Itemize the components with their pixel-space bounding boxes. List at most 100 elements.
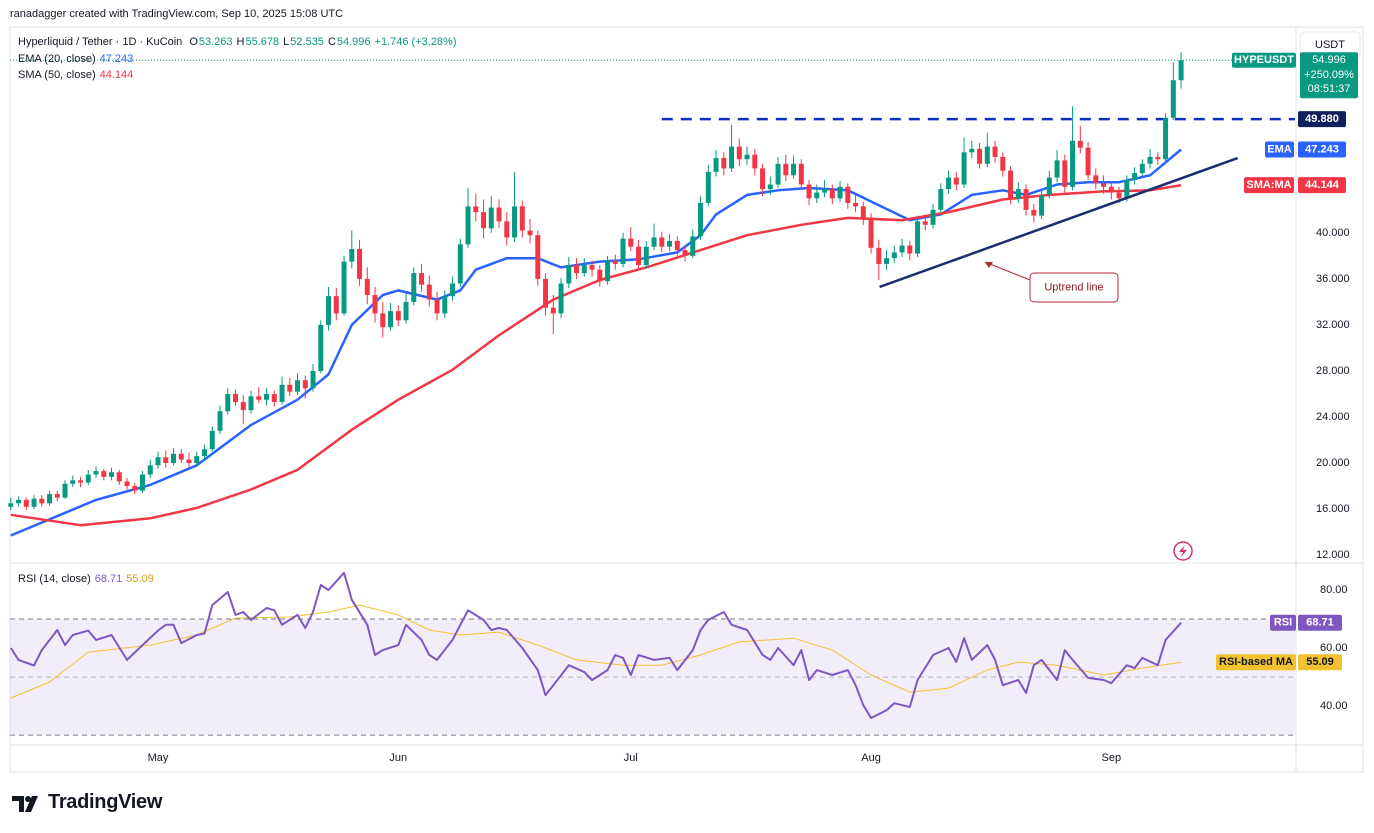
candle-body	[442, 296, 448, 314]
candle-body	[651, 237, 657, 247]
candle-body	[287, 384, 293, 392]
candle-body	[930, 209, 936, 225]
candle-body	[217, 411, 223, 431]
candle-body	[1178, 60, 1184, 81]
ohlc-value: 52.535	[290, 36, 324, 48]
overlay-value-bg	[1298, 141, 1346, 158]
candle-body	[992, 146, 998, 157]
overlay-value: 44.144	[1305, 179, 1340, 191]
candle-body	[16, 499, 22, 504]
symbol-tag-bg	[1232, 52, 1296, 68]
candle-body	[1116, 192, 1122, 199]
candle-body	[426, 284, 432, 300]
ohlc-label: C	[327, 36, 336, 48]
rsi-ma-tag-bg	[1216, 654, 1296, 671]
candle-body	[116, 472, 122, 482]
bolt-icon[interactable]	[1173, 541, 1193, 561]
candle-body	[837, 186, 843, 199]
brand-logo	[12, 796, 38, 812]
rsi-ma-tag: RSI-based MA	[1219, 656, 1293, 668]
candle-body	[589, 265, 595, 270]
candle-body	[721, 158, 727, 169]
candle-body	[829, 189, 835, 199]
candle-body	[225, 393, 231, 412]
candle-body	[240, 402, 246, 411]
sma-name: SMA (50, close)	[18, 69, 96, 81]
candle-body	[101, 471, 107, 477]
rsi-ma-value-bg	[1298, 654, 1342, 671]
x-tick-label: Sep	[1102, 752, 1122, 764]
callout-text: Uptrend line	[1044, 281, 1103, 293]
candle-body	[434, 299, 440, 314]
rsi-value: 68.71	[94, 573, 123, 585]
candle-body	[636, 246, 642, 266]
rsi-tick-label: 40.00	[1320, 700, 1348, 712]
candle-body	[845, 186, 851, 203]
candle-body	[1008, 170, 1014, 199]
candle-body	[806, 184, 812, 199]
candle-body	[140, 474, 146, 491]
candle-body	[403, 301, 409, 321]
candle-body	[566, 265, 572, 284]
symbol-tag: HYPEUSDT	[1234, 54, 1294, 66]
candle-body	[581, 265, 587, 274]
candle-body	[163, 457, 169, 464]
candle-body	[504, 221, 510, 238]
candle-body	[775, 163, 781, 185]
rsi-tag: RSI	[1274, 617, 1292, 629]
candle-body	[233, 393, 239, 403]
candle-body	[868, 217, 874, 248]
y-tick-label: 36.000	[1316, 273, 1350, 285]
candle-body	[302, 380, 308, 389]
candle-body	[364, 278, 370, 295]
ema-name: EMA (20, close)	[18, 53, 96, 65]
callout-box	[1029, 272, 1119, 303]
y-tick-label: 16.000	[1316, 503, 1350, 515]
candle-body	[1062, 160, 1068, 187]
candle-body	[535, 235, 541, 279]
change-percent: +250.09%	[1304, 69, 1354, 81]
candle-body	[271, 393, 277, 403]
candle-body	[62, 483, 68, 498]
y-tick-label: 24.000	[1316, 411, 1350, 423]
rsi-tag-bg	[1270, 614, 1296, 631]
candle-body	[891, 252, 897, 259]
candle-body	[946, 177, 952, 190]
candle-body	[612, 260, 618, 264]
rsi-value-bg	[1298, 614, 1342, 631]
candle-body	[558, 283, 564, 314]
ohlc-label: L	[283, 36, 290, 48]
candle-body	[1085, 147, 1091, 176]
candle-body	[326, 296, 332, 325]
candle-body	[295, 380, 301, 392]
candle-body	[1015, 189, 1021, 199]
ohlc-value: 54.996	[336, 36, 371, 48]
candle-body	[698, 202, 704, 237]
legend-rsi: RSI (14, close) 68.71 55.09	[18, 572, 158, 586]
candle-body	[705, 171, 711, 203]
candle-body	[1000, 156, 1006, 171]
candle-body	[388, 311, 394, 328]
legend-sma: SMA (50, close) 44.144	[18, 68, 137, 82]
rsi-ma-value: 55.09	[1306, 656, 1334, 668]
y-tick-label: 40.000	[1316, 227, 1350, 239]
overlay-tag: SMA:MA	[1246, 179, 1291, 191]
candle-body	[23, 499, 29, 507]
x-tick-label: Aug	[861, 752, 881, 764]
candle-body	[1155, 156, 1161, 160]
candle-body	[550, 307, 556, 314]
candle-body	[876, 247, 882, 264]
candle-body	[922, 221, 928, 225]
sma-value: 44.144	[99, 69, 134, 81]
candle-body	[70, 480, 76, 484]
candle-body	[767, 184, 773, 190]
candle-body	[1132, 173, 1138, 180]
y-tick-label: 12.000	[1316, 549, 1350, 561]
candle-body	[318, 324, 324, 371]
candle-body	[1031, 209, 1037, 216]
rsi-name: RSI (14, close)	[18, 573, 91, 585]
overlay-tag-bg	[1265, 141, 1294, 158]
candle-body	[659, 237, 665, 247]
